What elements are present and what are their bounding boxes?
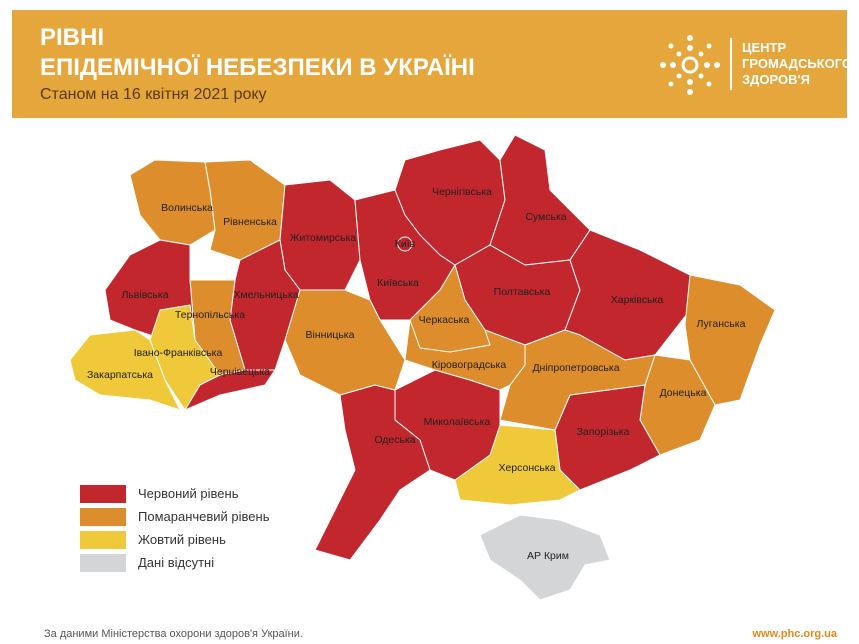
legend-item: Жовтий рівень <box>80 528 270 551</box>
logo-line: ГРОМАДСЬКОГО <box>742 56 853 71</box>
legend: Червоний рівень Помаранчевий рівень Жовтий… <box>80 482 270 574</box>
legend-label: Червоний рівень <box>138 486 239 501</box>
region-label: Дніпропетровська <box>532 362 619 374</box>
region-label: Миколаївська <box>424 416 491 428</box>
header: РІВНІ ЕПІДЕМІЧНОЇ НЕБЕЗПЕКИ В УКРАЇНІ Ст… <box>12 10 852 118</box>
region-label: Чернівецька <box>210 366 270 378</box>
region <box>684 274 776 406</box>
logo-text: ЦЕНТР ГРОМАДСЬКОГО ЗДОРОВ'Я <box>742 40 852 88</box>
region-label: Львівська <box>121 289 168 301</box>
subtitle: Станом на 16 квітня 2021 року <box>40 86 267 103</box>
region <box>479 514 611 601</box>
region-label: Івано-Франківська <box>134 347 223 359</box>
logo-icon <box>660 35 720 95</box>
legend-swatch <box>80 484 126 503</box>
legend-item: Дані відсутні <box>80 551 270 574</box>
city <box>397 236 413 252</box>
region-label: Київська <box>377 277 419 289</box>
title: ЕПІДЕМІЧНОЇ НЕБЕЗПЕКИ В УКРАЇНІ <box>40 54 475 81</box>
logo-line: ЗДОРОВ'Я <box>742 72 810 87</box>
region-label: Донецька <box>660 387 707 399</box>
region-label: АР Крим <box>527 550 569 562</box>
region-label: Тернопільська <box>175 309 245 321</box>
legend-swatch <box>80 507 126 526</box>
region <box>69 329 181 411</box>
region <box>314 384 431 561</box>
region <box>284 289 406 396</box>
legend-item: Помаранчевий рівень <box>80 505 270 528</box>
region-label: Вінницька <box>306 329 355 341</box>
region-label: Кіровоградська <box>432 359 507 371</box>
legend-swatch <box>80 530 126 549</box>
title: РІВНІ <box>40 24 105 51</box>
region-label: Волинська <box>161 202 213 214</box>
region <box>184 369 276 411</box>
region-label: Харківська <box>611 294 664 306</box>
city-label: Київ <box>395 238 416 250</box>
region-label: Луганська <box>697 318 746 330</box>
logo-line: ЦЕНТР <box>742 40 787 55</box>
region <box>409 264 491 353</box>
region <box>489 134 591 266</box>
source: За даними Міністерства охорони здоров'я … <box>44 628 303 640</box>
region-label: Чернігівська <box>432 186 492 198</box>
url: www.phc.org.ua <box>752 628 837 640</box>
region-label: Рівненська <box>223 216 277 228</box>
legend-label: Дані відсутні <box>138 555 215 570</box>
region-label: Житомирська <box>290 232 357 244</box>
map: Волинська Рівненська Житомирська Київськ… <box>69 134 776 601</box>
legend-item: Червоний рівень <box>80 482 270 505</box>
region-label: Запорізька <box>577 426 630 438</box>
region-label: Закарпатська <box>87 369 153 381</box>
region-label: Хмельницька <box>233 289 298 301</box>
region-label: Черкаська <box>419 314 470 326</box>
legend-label: Жовтий рівень <box>138 532 226 547</box>
region-label: Херсонська <box>498 462 555 474</box>
region-label: Полтавська <box>494 286 551 298</box>
legend-swatch <box>80 553 126 572</box>
region-label: Сумська <box>525 211 566 223</box>
region-label: Одеська <box>374 434 415 446</box>
legend-label: Помаранчевий рівень <box>138 509 270 524</box>
